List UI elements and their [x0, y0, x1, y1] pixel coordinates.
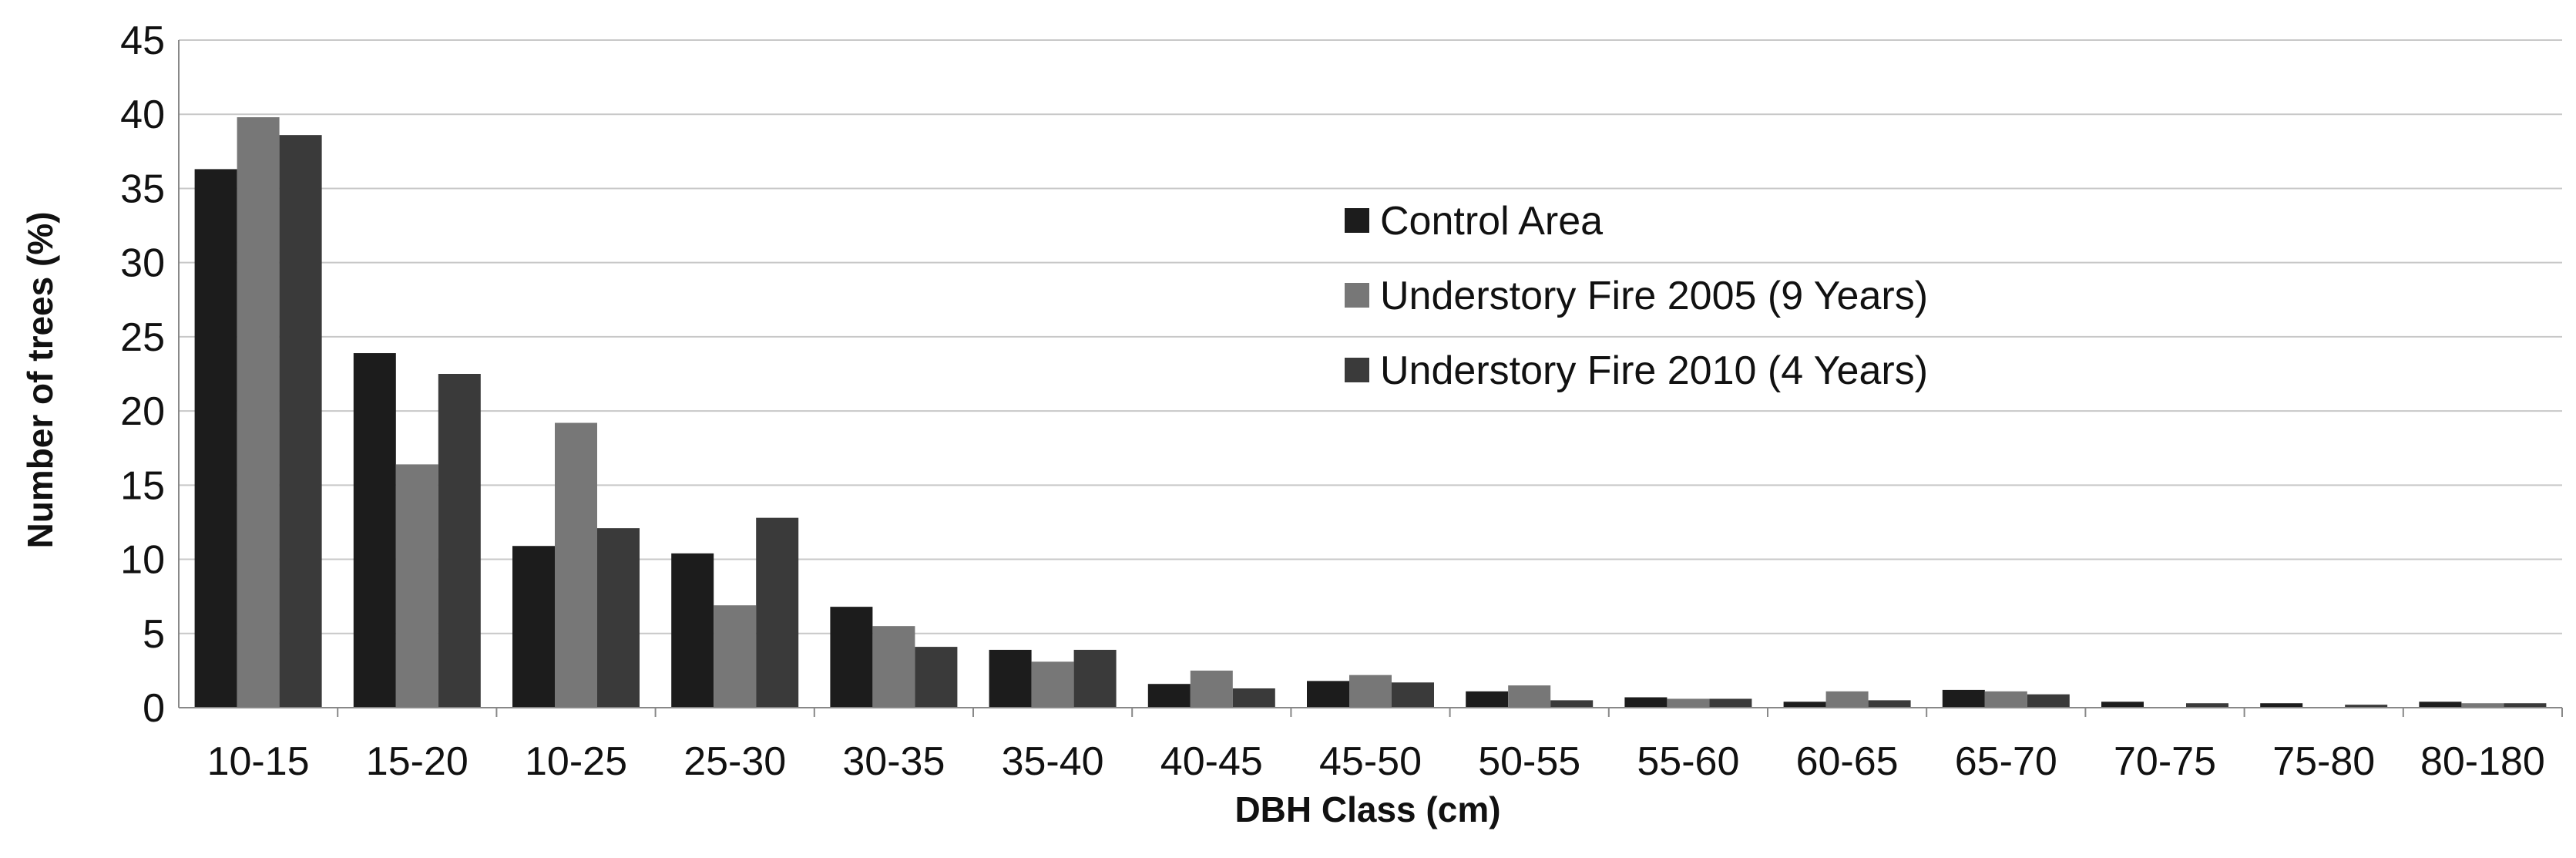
- bar: [2260, 703, 2303, 708]
- bar: [872, 626, 915, 708]
- y-axis-title: Number of trees (%): [20, 211, 60, 548]
- legend-label: Understory Fire 2010 (4 Years): [1380, 348, 1928, 393]
- x-tick-label: 50-55: [1478, 739, 1580, 784]
- y-tick-labels: 0 5 10 15 20 25 30 35 40 45: [120, 19, 165, 731]
- bar: [512, 546, 555, 708]
- x-tick-label: 75-80: [2272, 739, 2375, 784]
- bar: [353, 353, 396, 708]
- bar: [194, 169, 237, 708]
- y-tick-label: 45: [120, 19, 165, 63]
- x-tick-labels: 10-15 15-20 10-25 25-30 30-35 35-40 40-45 45-50…: [207, 739, 2545, 784]
- axes: [178, 40, 2563, 717]
- bar: [756, 517, 799, 708]
- gridlines: [179, 39, 2562, 634]
- legend-swatch: [1345, 283, 1369, 308]
- y-tick-label: 40: [120, 93, 165, 137]
- bar: [1667, 698, 1710, 708]
- x-tick-label: 60-65: [1796, 739, 1899, 784]
- x-tick-label: 65-70: [1955, 739, 2057, 784]
- bar: [597, 528, 640, 708]
- bars: [194, 117, 2547, 708]
- legend-swatch: [1345, 358, 1369, 382]
- bar: [830, 607, 873, 708]
- bar: [555, 422, 597, 708]
- bar: [915, 647, 958, 708]
- bar: [1031, 661, 1074, 708]
- legend-label: Understory Fire 2005 (9 Years): [1380, 274, 1928, 318]
- bar: [2504, 703, 2547, 708]
- bar: [438, 374, 481, 708]
- bar: [1624, 697, 1668, 708]
- bar: [2027, 694, 2070, 708]
- y-tick-label: 30: [120, 241, 165, 286]
- bar: [1190, 670, 1233, 708]
- x-tick-label: 10-15: [207, 739, 310, 784]
- x-tick-label: 45-50: [1319, 739, 1422, 784]
- bar: [1825, 691, 1869, 708]
- bar: [2461, 703, 2504, 708]
- bar: [1868, 700, 1911, 708]
- y-tick-label: 20: [120, 389, 165, 434]
- bar: [1147, 684, 1191, 708]
- y-tick-label: 5: [143, 612, 165, 657]
- legend-swatch: [1345, 208, 1369, 233]
- bar: [2345, 705, 2388, 708]
- x-tick-label: 55-60: [1637, 739, 1739, 784]
- x-tick-label: 15-20: [366, 739, 469, 784]
- x-tick-label: 30-35: [842, 739, 945, 784]
- x-tick-label: 80-180: [2420, 739, 2545, 784]
- bar: [671, 553, 714, 708]
- bar: [2419, 702, 2462, 708]
- y-tick-label: 35: [120, 167, 165, 211]
- bar: [2186, 703, 2228, 708]
- x-axis-title: DBH Class (cm): [1234, 789, 1500, 829]
- legend-label: Control Area: [1380, 199, 1603, 244]
- bar: [714, 605, 757, 708]
- y-tick-label: 10: [120, 538, 165, 583]
- x-tick-label: 25-30: [683, 739, 786, 784]
- bar: [1307, 681, 1349, 708]
- bar: [989, 649, 1032, 708]
- x-tick-label: 70-75: [2114, 739, 2216, 784]
- bar: [279, 135, 322, 708]
- y-tick-label: 25: [120, 315, 165, 360]
- bar: [1508, 685, 1551, 708]
- legend: Control Area Understory Fire 2005 (9 Year…: [1345, 199, 1928, 393]
- bar: [1349, 675, 1392, 708]
- bar: [1392, 682, 1434, 708]
- bar: [2101, 702, 2144, 708]
- bar: [1709, 698, 1752, 708]
- y-tick-label: 15: [120, 463, 165, 508]
- bar: [1984, 691, 2027, 708]
- bar: [1232, 688, 1275, 708]
- bar: [1073, 649, 1117, 708]
- x-tick-label: 40-45: [1160, 739, 1263, 784]
- bar: [395, 464, 438, 708]
- bar: [237, 117, 280, 708]
- x-tick-label: 35-40: [1002, 739, 1104, 784]
- bar: [1550, 700, 1594, 708]
- bar: [1783, 702, 1826, 708]
- bar: [1942, 689, 1985, 708]
- x-tick-label: 10-25: [525, 739, 627, 784]
- bar: [1466, 691, 1509, 708]
- y-tick-label: 0: [143, 686, 165, 731]
